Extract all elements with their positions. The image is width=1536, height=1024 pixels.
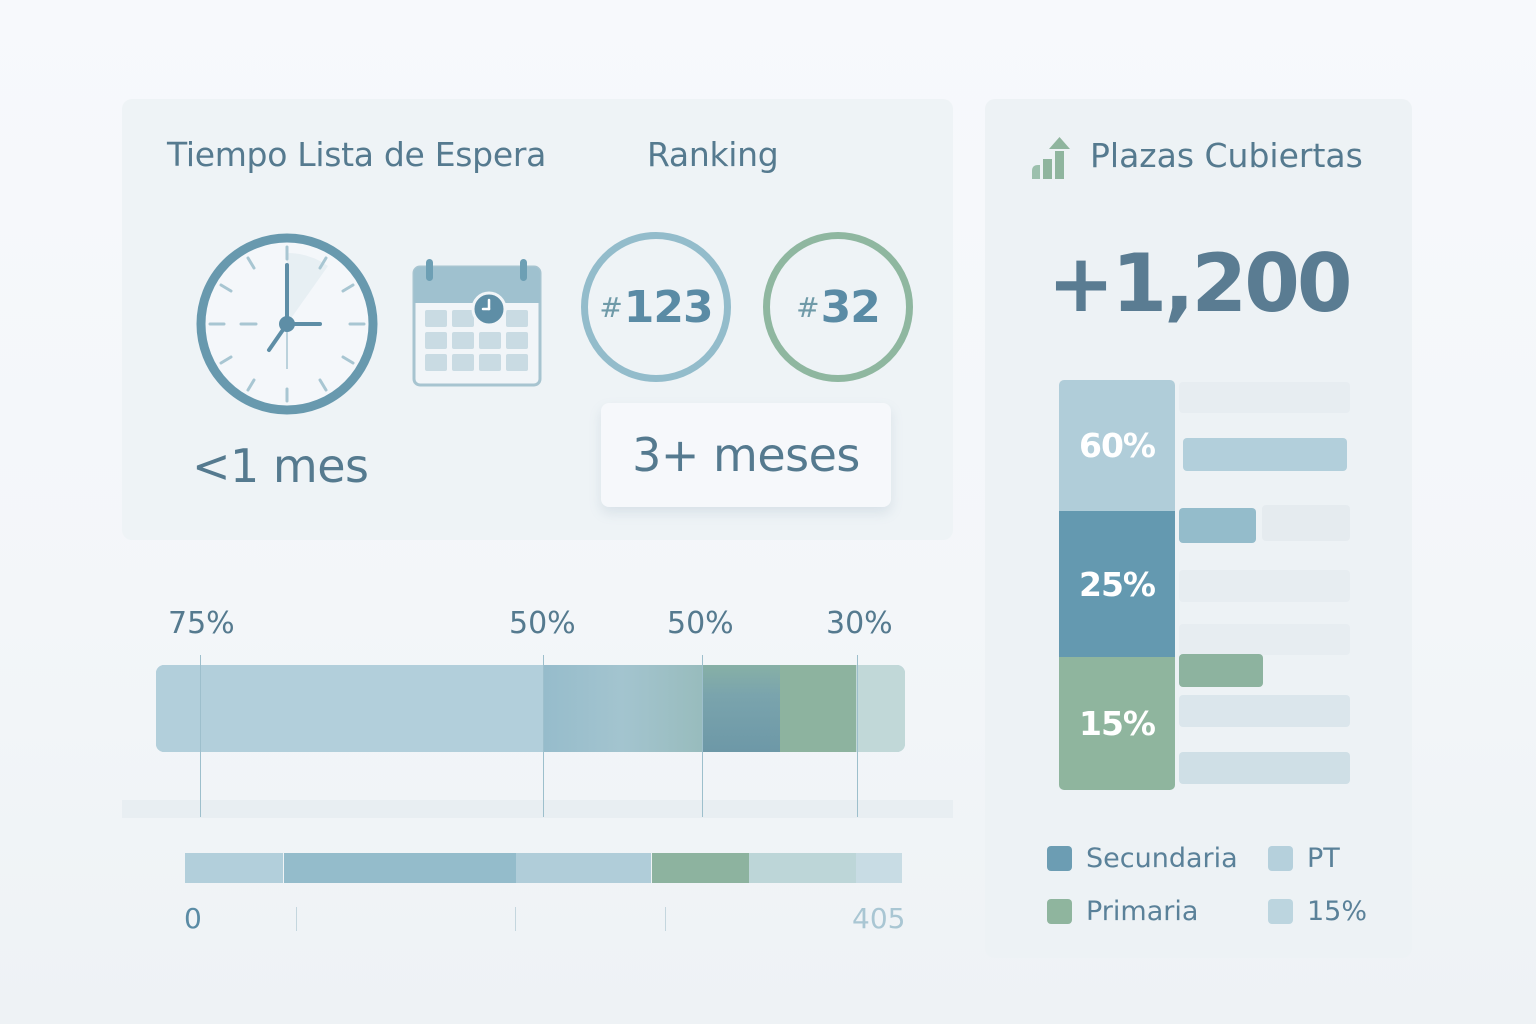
axis-segment-4: [652, 853, 749, 883]
segment-label: 60%: [1079, 426, 1156, 465]
axis-tick: [515, 907, 516, 931]
long-wait-box: 3+ meses: [601, 403, 891, 507]
hbar-secundaria: [1179, 508, 1256, 543]
axis-bar: [185, 853, 902, 883]
legend-swatch: [1047, 846, 1072, 871]
hash-icon: #: [796, 290, 819, 324]
legend-item-secundaria: Secundaria: [1047, 843, 1238, 874]
legend-swatch: [1268, 899, 1293, 924]
clock-icon: [196, 233, 378, 415]
progress-segment-4: [780, 665, 856, 752]
hbar-track: [1179, 382, 1350, 413]
stacked-bar: 60% 25% 15%: [1059, 380, 1175, 790]
hbar-track: [1179, 624, 1350, 655]
hbar-track: [1179, 570, 1350, 602]
plazas-value: +1,200: [1047, 237, 1352, 330]
hbar-pt: [1183, 438, 1347, 471]
hbar-track: [1179, 752, 1350, 784]
wait-time-card: Tiempo Lista de Espera Ranking: [122, 99, 953, 540]
marker-line-3: [702, 655, 703, 817]
axis-segment-3: [516, 853, 651, 883]
legend-item-primaria: Primaria: [1047, 896, 1198, 927]
legend-label: Secundaria: [1086, 843, 1238, 874]
marker-line-2: [543, 655, 544, 817]
axis-segment-1: [185, 853, 283, 883]
ranking-value-1: 123: [623, 281, 714, 333]
axis-max-label: 405: [852, 902, 906, 935]
legend-item-15pct: 15%: [1268, 896, 1367, 927]
hbar-primaria: [1179, 654, 1263, 687]
legend-label: 15%: [1307, 896, 1368, 927]
axis-segment-6: [856, 853, 902, 883]
axis-segment-5: [749, 853, 856, 883]
short-wait-label: <1 mes: [192, 439, 369, 493]
progress-segment-1: [156, 665, 543, 752]
plazas-card: Plazas Cubiertas +1,200 60% 25% 15% Secu…: [985, 99, 1412, 958]
progress-segment-2: [543, 665, 702, 752]
pct-label-2: 50%: [509, 606, 576, 641]
axis-min-label: 0: [184, 902, 202, 935]
progress-bar: [156, 665, 905, 752]
stack-segment-pt: 60%: [1059, 380, 1175, 511]
hbar-track: [1262, 505, 1350, 541]
axis-segment-2: [284, 853, 516, 883]
hbar-track: [1179, 695, 1350, 727]
chart-baseline-strip: [122, 800, 953, 818]
progress-segment-3: [702, 665, 780, 752]
legend-swatch: [1047, 899, 1072, 924]
hash-icon: #: [599, 290, 622, 324]
stack-segment-secundaria: 25%: [1059, 511, 1175, 657]
growth-chart-icon: [1032, 137, 1070, 179]
plazas-title: Plazas Cubiertas: [1090, 136, 1363, 175]
progress-segment-5: [856, 665, 905, 752]
ranking-badge-1: # 123: [581, 232, 731, 382]
pct-label-4: 30%: [826, 606, 893, 641]
pct-label-3: 50%: [667, 606, 734, 641]
ranking-value-2: 32: [820, 281, 881, 333]
axis-tick: [296, 907, 297, 931]
segment-label: 25%: [1079, 564, 1156, 604]
pct-label-1: 75%: [168, 606, 235, 641]
legend-label: Primaria: [1086, 896, 1199, 927]
axis-tick: [665, 907, 666, 931]
legend-item-pt: PT: [1268, 843, 1340, 874]
stack-segment-primaria: 15%: [1059, 657, 1175, 790]
legend-label: PT: [1307, 843, 1340, 874]
long-wait-label: 3+ meses: [632, 428, 860, 482]
ranking-badge-2: # 32: [763, 232, 913, 382]
legend-swatch: [1268, 846, 1293, 871]
calendar-clock-icon: [412, 259, 542, 387]
marker-line-4: [857, 655, 858, 817]
wait-time-title: Tiempo Lista de Espera: [167, 135, 547, 174]
ranking-title: Ranking: [647, 135, 779, 174]
marker-line-1: [200, 655, 201, 817]
segment-label: 15%: [1079, 704, 1156, 743]
